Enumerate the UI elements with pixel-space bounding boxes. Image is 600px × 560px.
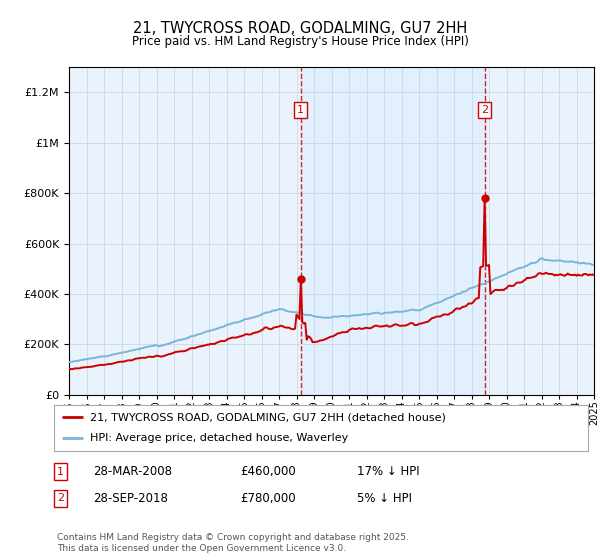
- Text: 2: 2: [57, 493, 64, 503]
- Text: 1: 1: [57, 466, 64, 477]
- Text: 1: 1: [297, 105, 304, 115]
- Bar: [301, 67, 485, 395]
- Text: HPI: Average price, detached house, Waverley: HPI: Average price, detached house, Wave…: [91, 433, 349, 444]
- Text: 21, TWYCROSS ROAD, GODALMING, GU7 2HH (detached house): 21, TWYCROSS ROAD, GODALMING, GU7 2HH (d…: [91, 412, 446, 422]
- Text: Contains HM Land Registry data © Crown copyright and database right 2025.
This d: Contains HM Land Registry data © Crown c…: [57, 533, 409, 553]
- Text: 2: 2: [481, 105, 488, 115]
- Text: 5% ↓ HPI: 5% ↓ HPI: [357, 492, 412, 505]
- Text: 17% ↓ HPI: 17% ↓ HPI: [357, 465, 419, 478]
- Text: 21, TWYCROSS ROAD, GODALMING, GU7 2HH: 21, TWYCROSS ROAD, GODALMING, GU7 2HH: [133, 21, 467, 36]
- Text: £460,000: £460,000: [240, 465, 296, 478]
- Text: Price paid vs. HM Land Registry's House Price Index (HPI): Price paid vs. HM Land Registry's House …: [131, 35, 469, 48]
- Text: £780,000: £780,000: [240, 492, 296, 505]
- Text: 28-SEP-2018: 28-SEP-2018: [93, 492, 168, 505]
- Text: 28-MAR-2008: 28-MAR-2008: [93, 465, 172, 478]
